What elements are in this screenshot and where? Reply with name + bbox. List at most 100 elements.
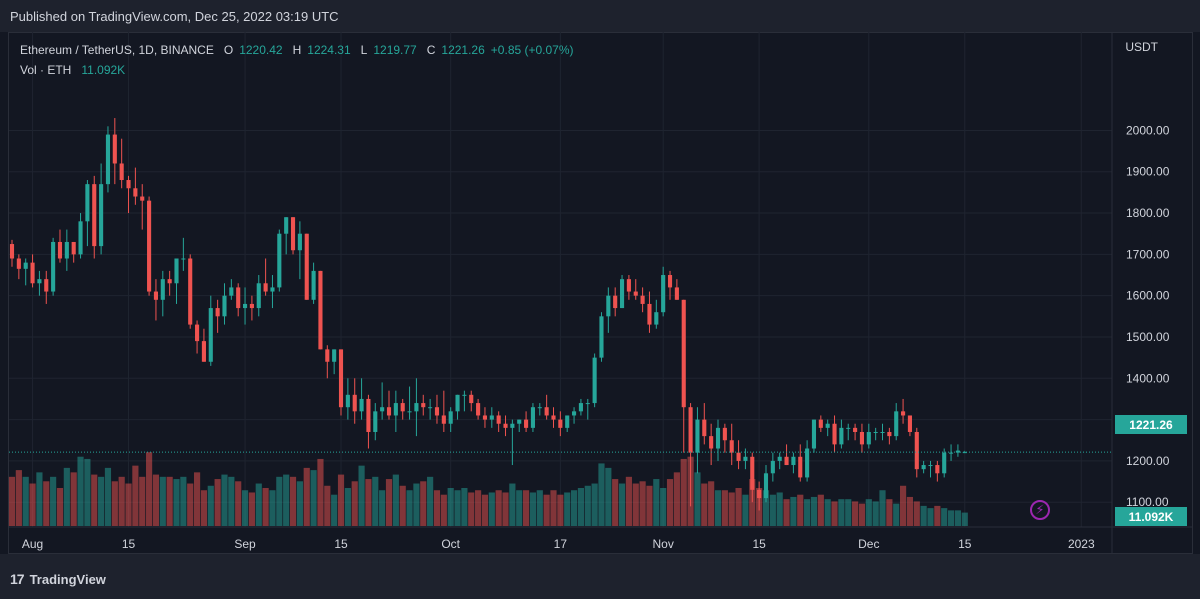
lightning-icon[interactable]: ⚡ bbox=[1030, 500, 1050, 520]
candle-body bbox=[688, 407, 693, 453]
candle-body bbox=[270, 287, 275, 292]
candle-body bbox=[393, 403, 398, 416]
candle-body bbox=[304, 233, 309, 300]
candle-body bbox=[332, 349, 337, 362]
volume-bar bbox=[187, 483, 194, 526]
volume-bar bbox=[824, 499, 831, 526]
price-scale-currency[interactable]: USDT bbox=[1125, 40, 1158, 54]
candle-body bbox=[558, 419, 563, 428]
candle-body bbox=[71, 241, 76, 255]
volume-bar bbox=[365, 479, 372, 526]
candle-body bbox=[647, 303, 652, 325]
volume-bar bbox=[406, 490, 413, 526]
candle-body bbox=[167, 279, 172, 284]
candle-body bbox=[517, 419, 522, 424]
volume-bar bbox=[584, 485, 591, 526]
candle-body bbox=[709, 436, 714, 449]
volume-bar bbox=[70, 472, 77, 526]
candle-body bbox=[421, 403, 426, 408]
volume-bar bbox=[276, 476, 283, 526]
candle-body bbox=[441, 415, 446, 424]
candle-body bbox=[119, 163, 124, 181]
candle-body bbox=[386, 407, 392, 416]
volume-bar bbox=[783, 499, 790, 526]
volume-bar bbox=[961, 512, 968, 526]
candle-body bbox=[572, 411, 577, 416]
volume-bar bbox=[509, 483, 516, 526]
volume-bar bbox=[927, 508, 934, 526]
volume-bar bbox=[673, 472, 680, 526]
candle-body bbox=[496, 415, 501, 424]
volume-bar bbox=[269, 490, 276, 526]
volume-bar bbox=[769, 494, 776, 526]
candle-body bbox=[537, 407, 542, 409]
volume-bar bbox=[639, 481, 646, 526]
volume-bar bbox=[886, 499, 893, 526]
tradingview-brand[interactable]: 17 TradingView bbox=[10, 571, 106, 587]
brand-name: TradingView bbox=[29, 571, 106, 587]
volume-bar bbox=[543, 494, 550, 526]
candle-body bbox=[9, 244, 15, 259]
volume-label[interactable]: Vol · ETH bbox=[20, 63, 72, 77]
x-tick-label: Sep bbox=[234, 537, 256, 551]
candle-body bbox=[469, 394, 474, 404]
candle-body bbox=[489, 415, 494, 420]
volume-bar bbox=[310, 470, 317, 526]
volume-bar bbox=[289, 476, 297, 526]
candle-body bbox=[846, 427, 851, 429]
x-tick-label: 15 bbox=[122, 537, 136, 551]
y-tick-label: 2000.00 bbox=[1126, 123, 1170, 137]
candle-body bbox=[702, 419, 707, 437]
candle-body bbox=[352, 394, 357, 412]
candle-body bbox=[195, 324, 200, 342]
tradingview-logo-icon: 17 bbox=[10, 571, 25, 587]
volume-bar bbox=[98, 476, 105, 526]
volume-bar bbox=[749, 479, 756, 526]
volume-bar bbox=[36, 472, 43, 526]
candle-body bbox=[805, 448, 810, 478]
ohlc-legend-row: Ethereum / TetherUS, 1D, BINANCE O 1220.4… bbox=[20, 40, 574, 60]
volume-bar bbox=[56, 488, 64, 526]
volume-bar bbox=[721, 490, 728, 526]
volume-bar bbox=[488, 492, 495, 526]
volume-bar bbox=[255, 483, 262, 526]
volume-bar bbox=[701, 483, 708, 526]
x-tick-label: Dec bbox=[858, 537, 879, 551]
candle-body bbox=[57, 241, 63, 259]
volume-bar bbox=[91, 474, 98, 526]
volume-bar bbox=[591, 483, 598, 526]
volume-bar bbox=[447, 488, 454, 526]
candle-body bbox=[229, 287, 234, 296]
y-tick-label: 1600.00 bbox=[1126, 289, 1170, 303]
candle-body bbox=[30, 262, 35, 284]
volume-bar bbox=[838, 499, 845, 526]
low-value: 1219.77 bbox=[373, 43, 417, 57]
volume-bar bbox=[625, 476, 632, 526]
candle-body bbox=[338, 349, 344, 408]
volume-legend-row: Vol · ETH 11.092K bbox=[20, 60, 574, 80]
volume-bar bbox=[358, 465, 365, 526]
candle-body bbox=[160, 279, 165, 300]
candle-body bbox=[400, 403, 405, 412]
volume-bar bbox=[852, 501, 859, 526]
volume-bar bbox=[324, 485, 331, 526]
candle-body bbox=[763, 473, 769, 499]
volume-bar bbox=[618, 483, 626, 526]
volume-bar bbox=[193, 472, 201, 526]
volume-bar bbox=[502, 492, 509, 526]
volume-bar bbox=[947, 510, 955, 526]
candle-body bbox=[722, 427, 727, 441]
volume-bar bbox=[385, 479, 393, 526]
candle-body bbox=[428, 407, 433, 409]
volume-bar bbox=[481, 494, 489, 526]
symbol-label[interactable]: Ethereum / TetherUS, 1D, BINANCE bbox=[20, 43, 214, 57]
candle-body bbox=[256, 283, 261, 309]
volume-bar bbox=[646, 485, 653, 526]
candle-body bbox=[661, 275, 666, 313]
candle-body bbox=[832, 423, 837, 445]
candle-body bbox=[599, 316, 604, 358]
volume-bar bbox=[399, 485, 406, 526]
candle-body bbox=[880, 431, 885, 433]
candle-body bbox=[757, 489, 762, 499]
